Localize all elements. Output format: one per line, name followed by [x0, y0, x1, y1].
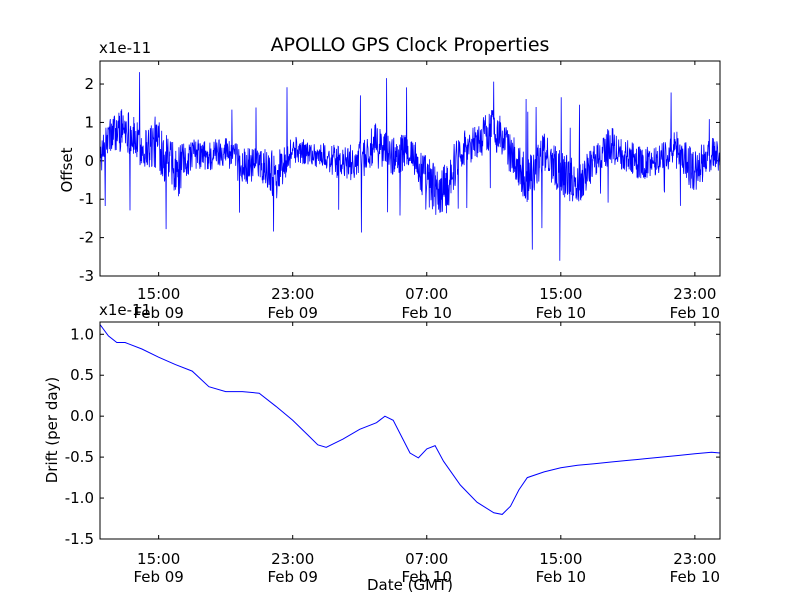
x-tick-time-label: 23:00 [673, 550, 716, 568]
drift-y-ticks: 1.0 0.5 0.0 -0.5 -1.0 -1.5 [65, 325, 720, 548]
x-tick-date-label: Feb 09 [267, 568, 317, 586]
x-tick-time-label: 07:00 [405, 285, 448, 303]
x-tick-time-label: 15:00 [539, 550, 582, 568]
y-tick-label: -0.5 [65, 448, 94, 466]
x-tick-time-label: 07:00 [405, 550, 448, 568]
chart-title: APOLLO GPS Clock Properties [271, 34, 550, 56]
drift-multiplier-label: x1e-11 [99, 301, 151, 319]
x-tick-time-label: 23:00 [271, 550, 314, 568]
offset-series-line [99, 72, 721, 261]
drift-x-axis-label: Date (GMT) [367, 576, 453, 594]
offset-y-axis-label: Offset [58, 147, 76, 192]
x-tick-date-label: Feb 10 [402, 304, 452, 322]
x-tick-date-label: Feb 10 [670, 304, 720, 322]
x-tick-time-label: 15:00 [539, 285, 582, 303]
x-tick-time-label: 15:00 [137, 550, 180, 568]
x-tick-date-label: Feb 10 [536, 304, 586, 322]
drift-plot-frame [99, 321, 721, 540]
x-tick-time-label: 23:00 [673, 285, 716, 303]
offset-panel: APOLLO GPS Clock Properties x1e-11 Offse… [58, 34, 721, 322]
offset-plot-frame [99, 60, 721, 277]
y-tick-label: -1.5 [65, 530, 94, 548]
x-tick-date-label: Feb 09 [133, 304, 183, 322]
y-tick-label: 2 [84, 75, 94, 93]
y-tick-label: 1.0 [70, 325, 94, 343]
y-tick-label: -1 [79, 190, 94, 208]
y-tick-label: -2 [79, 229, 94, 247]
y-tick-label: -3 [79, 267, 94, 285]
y-tick-label: -1.0 [65, 489, 94, 507]
offset-multiplier-label: x1e-11 [99, 39, 151, 57]
drift-y-axis-label: Drift (per day) [43, 377, 61, 484]
x-tick-time-label: 23:00 [271, 285, 314, 303]
x-tick-date-label: Feb 09 [267, 304, 317, 322]
y-tick-label: 0.5 [70, 366, 94, 384]
y-tick-label: 0 [84, 152, 94, 170]
y-tick-label: 1 [84, 113, 94, 131]
drift-series-line [99, 324, 721, 515]
x-tick-date-label: Feb 10 [536, 568, 586, 586]
x-tick-date-label: Feb 10 [402, 568, 452, 586]
x-tick-date-label: Feb 09 [133, 568, 183, 586]
x-tick-time-label: 15:00 [137, 285, 180, 303]
drift-panel: x1e-11 Drift (per day) 1.0 0.5 0.0 -0.5 -1.0… [43, 301, 721, 594]
x-tick-date-label: Feb 10 [670, 568, 720, 586]
y-tick-label: 0.0 [70, 407, 94, 425]
